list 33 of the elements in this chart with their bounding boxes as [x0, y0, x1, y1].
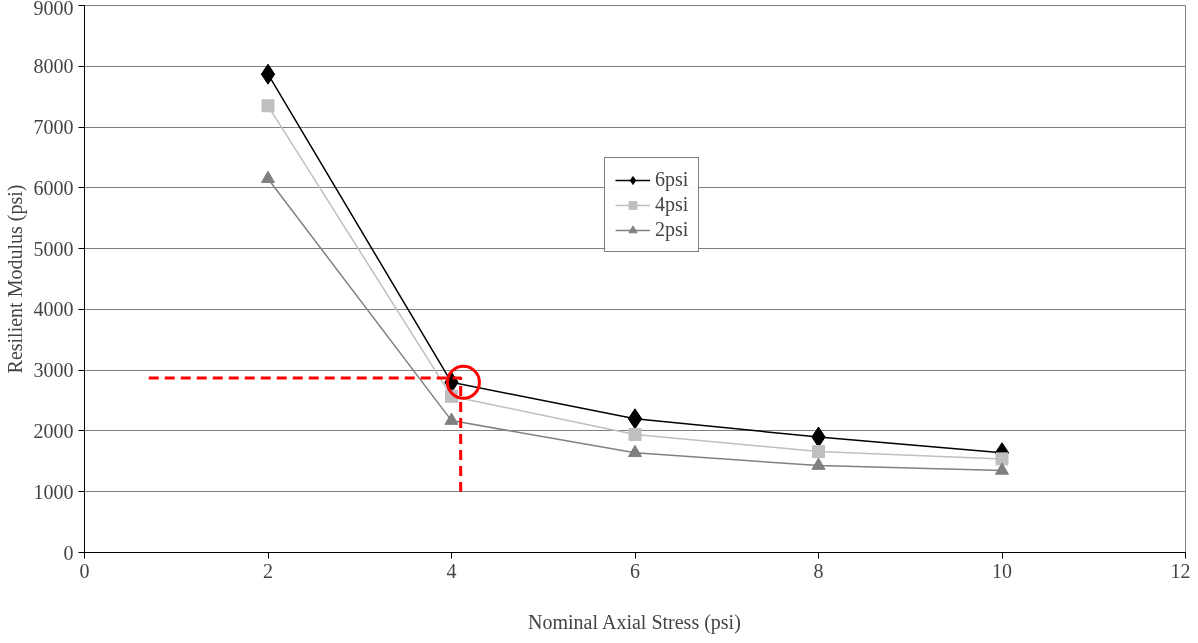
x-tick-label: 6 — [630, 559, 640, 582]
x-tick-label: 0 — [79, 559, 90, 582]
y-tick-label: 4000 — [33, 298, 74, 321]
x-tick-label: 8 — [813, 559, 824, 582]
y-tick-label: 8000 — [33, 55, 74, 78]
x-axis-title: Nominal Axial Stress (psi) — [528, 610, 741, 634]
y-tick-label: 1000 — [33, 480, 74, 503]
legend-label: 6psi — [655, 168, 689, 191]
x-tick-label: 10 — [992, 559, 1012, 582]
point — [261, 99, 275, 113]
point — [995, 452, 1009, 466]
point — [812, 445, 825, 459]
point — [628, 444, 642, 458]
point — [444, 412, 459, 425]
legend-label: 2psi — [655, 218, 689, 241]
point — [627, 408, 643, 430]
point — [811, 457, 826, 470]
x-tick-label: 4 — [446, 559, 457, 582]
point — [628, 428, 642, 442]
y-tick-label: 5000 — [33, 237, 74, 260]
point — [445, 364, 481, 400]
point — [995, 462, 1009, 475]
y-tick-label: 6000 — [33, 176, 74, 199]
point — [260, 63, 276, 85]
legend-label: 4psi — [655, 193, 689, 216]
y-tick-label: 9000 — [33, 0, 74, 19]
y-tick-label: 7000 — [33, 116, 74, 139]
y-tick-label: 2000 — [33, 419, 74, 442]
y-tick-label: 0 — [63, 541, 74, 564]
x-tick-label: 12 — [1170, 559, 1191, 582]
y-tick-label: 3000 — [33, 359, 74, 382]
x-tick-label: 2 — [263, 559, 273, 582]
y-axis-title: Resilient Modulus (psi) — [3, 184, 27, 374]
